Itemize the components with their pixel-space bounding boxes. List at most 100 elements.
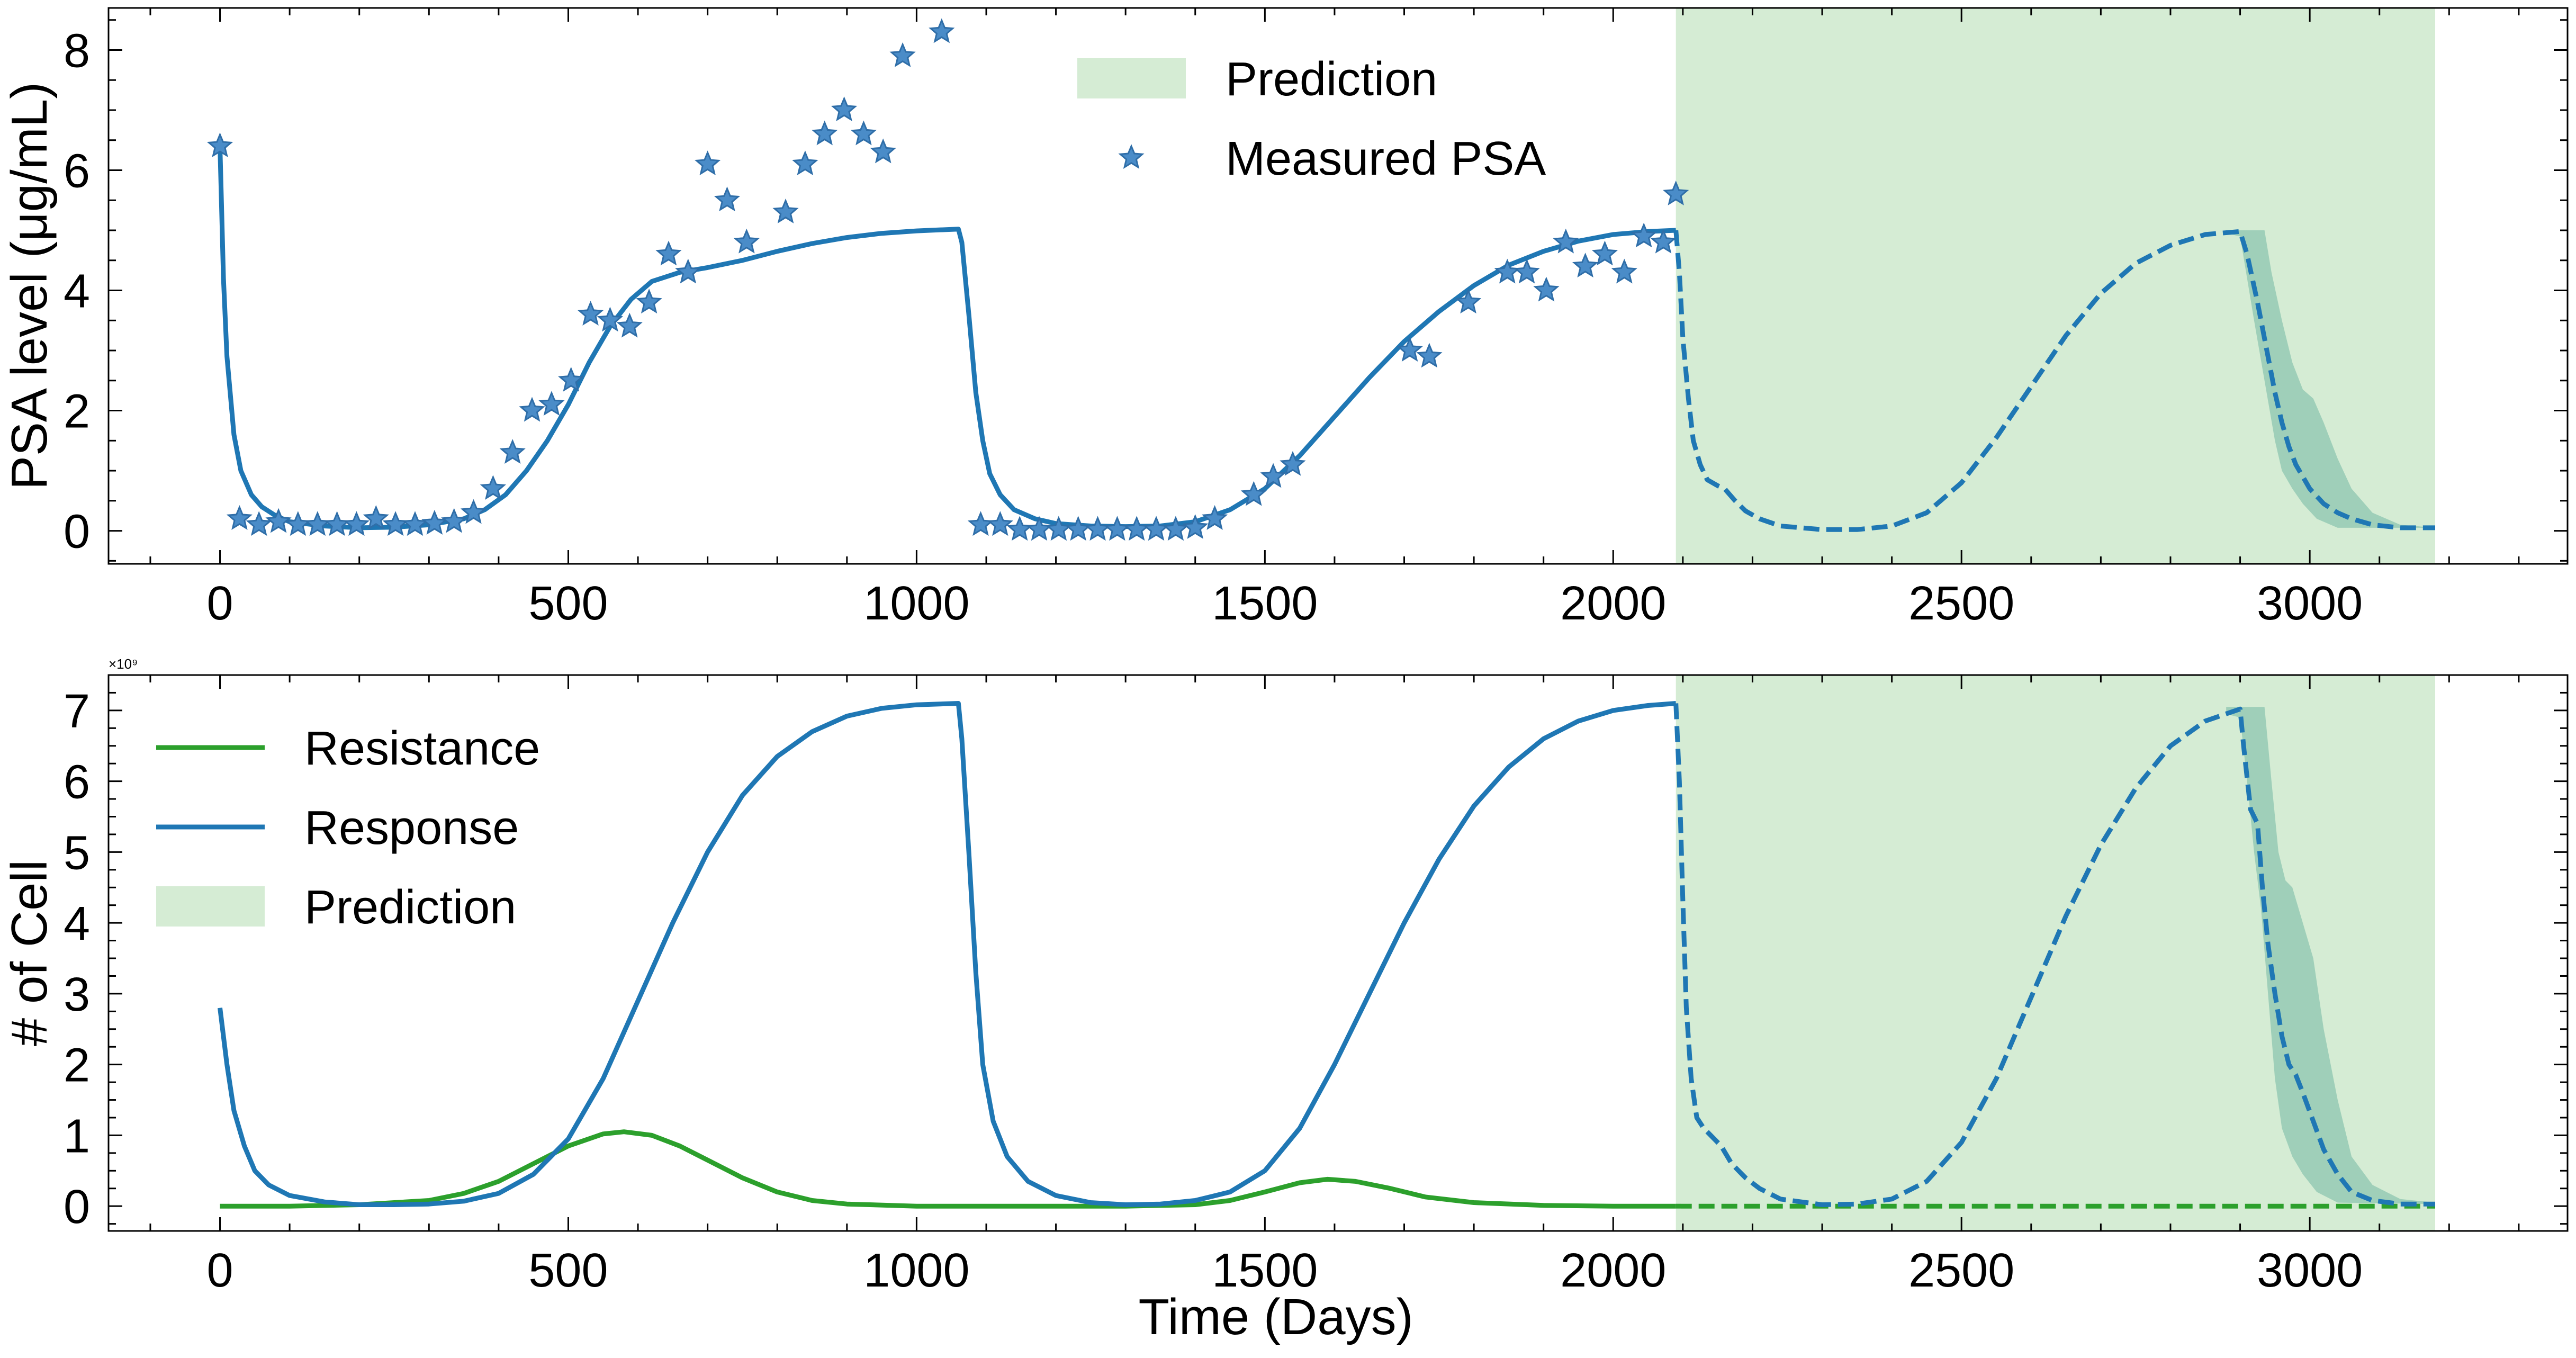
- psa-x-tick-label: 2000: [1560, 577, 1666, 630]
- psa-measured-psa-point: [402, 511, 428, 536]
- x-axis-title: Time (Days): [1138, 1289, 1413, 1345]
- psa-measured-psa-point: [382, 511, 409, 536]
- psa-measured-psa-point: [1104, 516, 1131, 541]
- psa-measured-psa-point: [1611, 258, 1637, 284]
- psa-measured-psa-point: [519, 397, 545, 422]
- psa-measured-psa-point: [421, 509, 448, 535]
- psa-y-tick-label: 2: [64, 385, 90, 438]
- cell-legend-label-resistance: Resistance: [304, 722, 540, 775]
- psa-axes-frame: [107, 7, 2569, 565]
- psa-legend-prediction-swatch: [1077, 58, 1186, 98]
- psa-measured-psa-point: [1514, 258, 1540, 284]
- psa-measured-psa-point: [870, 138, 896, 164]
- cell-x-tick-label: 3000: [2257, 1244, 2363, 1297]
- psa-measured-psa-point: [812, 120, 838, 146]
- psa-measured-psa-point: [1650, 228, 1677, 254]
- cell-legend-prediction-swatch: [156, 886, 265, 927]
- psa-measured-psa-point: [1123, 516, 1150, 541]
- psa-x-tick-label: 2500: [1908, 577, 2014, 630]
- psa-measured-psa-point: [1553, 228, 1579, 254]
- psa-measured-psa-point: [304, 511, 331, 536]
- cell-y-tick-label: 1: [64, 1110, 90, 1163]
- psa-uncertainty-band: [2226, 230, 2435, 528]
- psa-measured-psa-point: [1201, 505, 1228, 530]
- psa-measured-psa-point: [1663, 180, 1689, 205]
- psa-measured-psa-point: [792, 150, 818, 176]
- cell-y-tick-label: 7: [64, 685, 90, 738]
- psa-measured-psa-point: [1591, 240, 1618, 266]
- psa-measured-psa-point: [226, 505, 253, 530]
- psa-x-tick-label: 500: [528, 577, 608, 630]
- psa-measured-psa-point: [343, 511, 370, 536]
- psa-measured-psa-point: [577, 300, 604, 326]
- psa-measured-psa-point: [889, 42, 916, 67]
- psa-measured-psa-point: [363, 505, 389, 530]
- psa-measured-psa-point: [1143, 516, 1169, 541]
- psa-measured-psa-point: [694, 150, 721, 176]
- cell-y-tick-label: 6: [64, 756, 90, 809]
- psa-measured-psa-point: [1397, 337, 1423, 362]
- psa-legend-label-prediction: Prediction: [1226, 53, 1437, 106]
- cell-y-exponent-label: ×10⁹: [109, 656, 138, 672]
- psa-measured-psa-point: [558, 366, 584, 392]
- psa-measured-psa-point: [1163, 516, 1189, 541]
- psa-response-line-solid: [218, 146, 1676, 530]
- psa-measured-psa-point: [1260, 463, 1286, 488]
- cell-x-tick-label: 2500: [1908, 1244, 2014, 1297]
- cell-x-tick-label: 500: [528, 1244, 608, 1297]
- psa-response-line-dashed: [1673, 229, 2435, 532]
- psa-measured-psa-point: [967, 511, 994, 536]
- psa-measured-psa-point: [714, 186, 741, 212]
- psa-measured-psa-point: [206, 132, 233, 158]
- psa-measured-psa-point: [265, 508, 292, 533]
- cell-y-axis-title: # of Cell: [1, 860, 58, 1046]
- psa-measured-psa-point: [285, 511, 311, 536]
- cell-count-panel: 0 500 1000 1500 2000 2500 3000 0 1 2 3 4 5 6 7 # of Cel…: [1, 656, 2569, 1297]
- psa-measured-psa-point: [1280, 451, 1306, 476]
- psa-measured-psa-point: [1416, 343, 1443, 368]
- psa-measured-psa-point: [499, 439, 526, 464]
- psa-y-tick-label: 0: [64, 506, 90, 559]
- psa-y-axis-title: PSA level (μg/mL): [1, 82, 58, 490]
- cell-y-tick-label: 2: [64, 1039, 90, 1092]
- psa-measured-psa-point: [616, 312, 643, 338]
- psa-measured-psa-point: [655, 240, 682, 266]
- psa-legend-label-measured-psa: Measured PSA: [1226, 132, 1546, 185]
- psa-x-tick-label: 1000: [863, 577, 969, 630]
- psa-measured-psa-point: [597, 307, 624, 332]
- cell-x-tick-label: 2000: [1560, 1244, 1666, 1297]
- cell-y-tick-label: 3: [64, 968, 90, 1021]
- cell-x-tick-label: 1000: [863, 1244, 969, 1297]
- psa-measured-psa-point: [772, 198, 799, 223]
- psa-measured-psa-point: [1240, 481, 1267, 506]
- psa-measured-psa-point: [480, 475, 507, 500]
- psa-measured-psa-point: [1065, 516, 1092, 541]
- psa-x-tick-label: 0: [207, 577, 233, 630]
- psa-measured-psa-point: [1631, 222, 1657, 248]
- psa-measured-psa-point: [987, 511, 1013, 536]
- psa-y-tick-label: 8: [64, 24, 90, 77]
- psa-measured-psa-point: [1455, 289, 1482, 314]
- psa-measured-psa-point: [831, 96, 858, 121]
- psa-measured-psa-point: [323, 511, 350, 536]
- psa-measured-psa-point: [440, 508, 467, 533]
- psa-measured-psa-point: [1084, 516, 1111, 541]
- psa-measured-psa-point: [733, 228, 760, 254]
- cell-response-line-dashed: [1673, 703, 2435, 1207]
- psa-measured-psa-point: [636, 289, 662, 314]
- psa-measured-psa-point: [850, 120, 877, 146]
- cell-x-tick-label: 0: [207, 1244, 233, 1297]
- cell-y-tick-label: 4: [64, 897, 90, 950]
- cell-y-tick-label: 0: [64, 1181, 90, 1234]
- psa-legend-star-icon: [1118, 144, 1145, 169]
- psa-x-tick-label: 1500: [1212, 577, 1318, 630]
- psa-measured-psa-point: [538, 391, 565, 416]
- cell-y-tick-label: 5: [64, 826, 90, 879]
- cell-uncertainty-band: [2226, 707, 2435, 1204]
- cell-legend-label-response: Response: [304, 802, 519, 855]
- psa-measured-psa-point: [1182, 514, 1209, 539]
- cell-legend-label-prediction: Prediction: [304, 881, 516, 934]
- psa-y-tick-label: 6: [64, 145, 90, 197]
